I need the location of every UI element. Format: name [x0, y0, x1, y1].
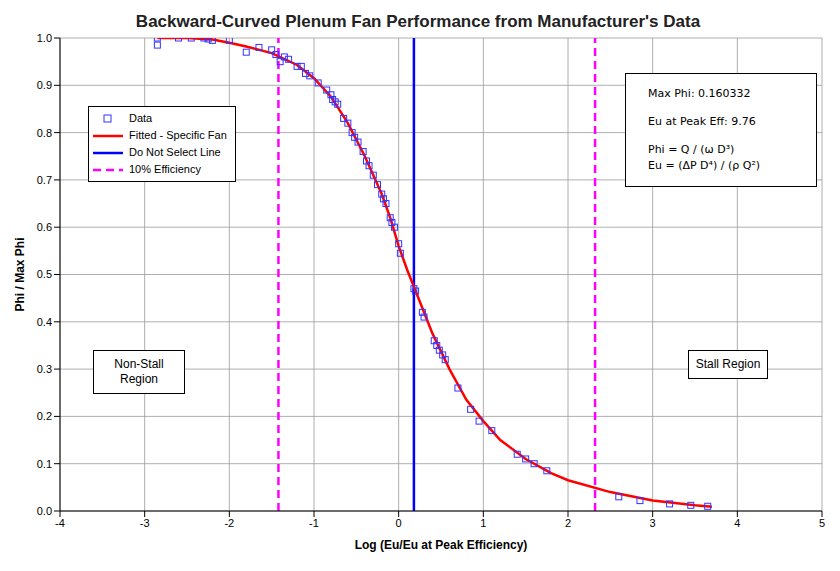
svg-text:Log (Eu/Eu at Peak Efficiency): Log (Eu/Eu at Peak Efficiency)	[355, 538, 528, 552]
svg-text:1: 1	[480, 517, 486, 529]
html-text:10% Efficiency: 10% Efficiency	[129, 163, 201, 175]
html-text:Eu = (ΔP D⁴) / (ρ Q²): Eu = (ΔP D⁴) / (ρ Q²)	[648, 159, 761, 172]
svg-text:0.0: 0.0	[37, 505, 52, 517]
svg-text:0.5: 0.5	[37, 268, 52, 280]
html-text:Stall Region: Stall Region	[695, 357, 761, 371]
html-text:Phi = Q / (ω D³): Phi = Q / (ω D³)	[648, 143, 735, 156]
svg-text:0: 0	[396, 517, 402, 529]
svg-text:-3: -3	[140, 517, 150, 529]
svg-text:-2: -2	[224, 517, 234, 529]
html-text:Data: Data	[129, 112, 153, 124]
svg-text:0.1: 0.1	[37, 458, 52, 470]
html-text:Backward-Curved Plenum Fan Per: Backward-Curved Plenum Fan Performance f…	[135, 12, 701, 31]
svg-text:0.2: 0.2	[37, 410, 52, 422]
svg-text:0.9: 0.9	[37, 79, 52, 91]
svg-text:3: 3	[650, 517, 656, 529]
svg-text:0.8: 0.8	[37, 127, 52, 139]
html-text:Max Phi: 0.160332: Max Phi: 0.160332	[648, 87, 751, 100]
svg-text:Phi / Max Phi: Phi / Max Phi	[13, 237, 27, 311]
html-text:Eu at Peak Eff: 9.76: Eu at Peak Eff: 9.76	[648, 115, 756, 128]
svg-text:0.6: 0.6	[37, 221, 52, 233]
svg-text:-1: -1	[309, 517, 319, 529]
svg-text:0.3: 0.3	[37, 363, 52, 375]
svg-text:0.4: 0.4	[37, 316, 52, 328]
svg-text:4: 4	[734, 517, 740, 529]
svg-text:2: 2	[565, 517, 571, 529]
svg-text:1.0: 1.0	[37, 32, 52, 44]
svg-text:0.7: 0.7	[37, 174, 52, 186]
html-text:Fitted - Specific Fan: Fitted - Specific Fan	[129, 129, 227, 141]
svg-text:-4: -4	[55, 517, 65, 529]
svg-text:5: 5	[819, 517, 825, 529]
html-text:Non-Stall Region: Non-Stall Region	[114, 357, 164, 386]
html-text:Do Not Select Line: Do Not Select Line	[129, 146, 221, 158]
